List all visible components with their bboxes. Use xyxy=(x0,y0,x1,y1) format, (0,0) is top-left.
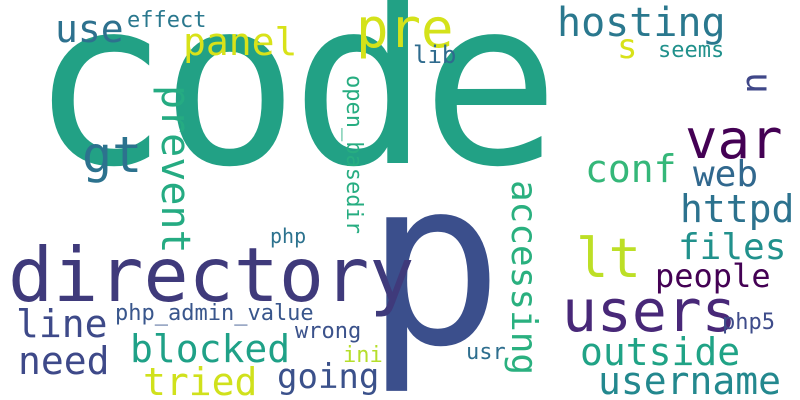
word-hosting: hosting xyxy=(557,0,726,46)
word-people: people xyxy=(655,257,771,295)
word-php: php xyxy=(270,224,307,248)
word-wrong: wrong xyxy=(295,319,362,344)
word-username: username xyxy=(598,359,782,400)
word-u: u xyxy=(738,72,779,94)
word-panel: panel xyxy=(183,20,298,64)
word-p: p xyxy=(365,131,504,398)
word-php-admin-value: php_admin_value xyxy=(115,301,314,326)
word-lt: lt xyxy=(576,227,642,290)
word-lib: lib xyxy=(413,41,457,69)
word-var: var xyxy=(685,108,783,171)
word-prevent: prevent xyxy=(152,85,198,254)
word-web: web xyxy=(693,154,759,195)
word-tried: tried xyxy=(143,360,258,400)
word-blocked: blocked xyxy=(130,327,291,371)
word-php5: php5 xyxy=(722,310,775,335)
word-pre: pre xyxy=(356,0,454,60)
word-users: users xyxy=(562,277,737,345)
word-usr: usr xyxy=(466,340,506,365)
word-line: line xyxy=(16,302,108,346)
word-httpd: httpd xyxy=(680,187,795,231)
word-outside: outside xyxy=(580,330,741,374)
word-accessing: accessing xyxy=(503,180,544,376)
word-directory: directory xyxy=(8,231,415,319)
word-s: s xyxy=(617,27,638,67)
word-ini: ini xyxy=(343,343,383,368)
word-seems: seems xyxy=(658,38,725,63)
word-conf: conf xyxy=(585,147,677,191)
word-need: need xyxy=(18,339,110,383)
word-use: use xyxy=(55,7,124,51)
word-files: files xyxy=(678,227,787,268)
word-open-basedir: open_basedir xyxy=(341,75,366,234)
word-effect: effect xyxy=(127,8,207,33)
word-code: code xyxy=(30,0,560,218)
word-gt: gt xyxy=(82,126,143,184)
word-going: going xyxy=(277,357,380,397)
